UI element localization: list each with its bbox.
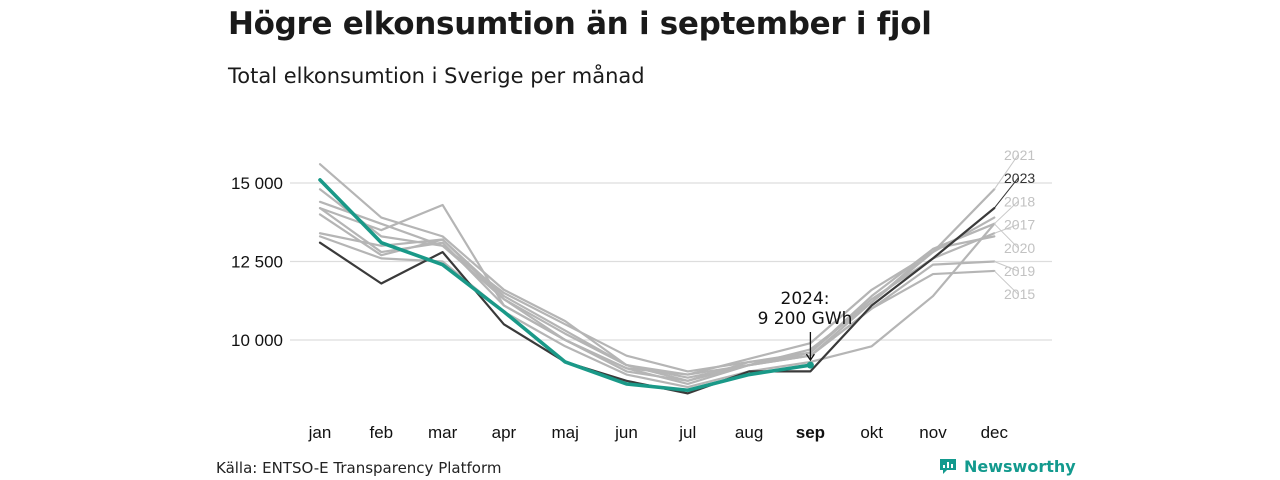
annotation-line-2: 9 200 GWh: [758, 309, 853, 329]
series-line-2015: [318, 232, 996, 382]
leader-line-2021: [993, 154, 1019, 190]
line-chart: 10 000 12 500 15 000 jan feb mar apr maj jun jul…: [231, 147, 1052, 442]
series-line-2019: [318, 207, 996, 382]
leader-line-2023: [993, 177, 1019, 209]
x-tick-label: aug: [735, 423, 763, 442]
year-label-2019: 2019: [1004, 263, 1035, 279]
leader-line-2019: [994, 261, 1019, 272]
highlight-point: [806, 361, 814, 369]
annotation-line-1: 2024:: [781, 289, 830, 309]
leader-line-2017: [994, 224, 1019, 234]
newsworthy-chart-icon: [940, 459, 956, 474]
x-tick-label: apr: [492, 423, 517, 442]
year-label-2017: 2017: [1004, 217, 1035, 233]
x-tick-label: feb: [369, 423, 393, 442]
year-label-2020: 2020: [1004, 240, 1035, 256]
y-tick-label: 15 000: [231, 174, 283, 193]
series-line-2021: [318, 163, 996, 376]
series-lines: [318, 163, 996, 395]
series-line-2022: [318, 188, 996, 386]
y-tick-label: 12 500: [231, 253, 283, 272]
x-tick-label: dec: [981, 423, 1009, 442]
annotation: 2024: 9 200 GWh: [758, 289, 853, 362]
brand-logo[interactable]: Newsworthy: [938, 456, 1076, 476]
chart-subtitle: Total elkonsumtion i Sverige per månad: [228, 64, 645, 88]
x-tick-label: maj: [551, 423, 578, 442]
series-line-2023: [318, 207, 996, 395]
series-line-2016: [318, 200, 996, 373]
x-tick-label: jul: [678, 423, 696, 442]
x-tick-label: jan: [308, 423, 332, 442]
leader-line-2015: [993, 270, 1019, 295]
x-tick-label: jun: [614, 423, 638, 442]
x-tick-label: mar: [428, 423, 458, 442]
brand-name: Newsworthy: [964, 456, 1076, 476]
year-labels: 2021 2023 2018 2017 2020 2019 2015: [993, 147, 1035, 302]
x-tick-label: sep: [796, 423, 825, 442]
annotation-arrow-head: [805, 353, 815, 362]
x-tick-label: okt: [860, 423, 883, 442]
chart-title: Högre elkonsumtion än i september i fjol: [228, 6, 932, 42]
year-label-2018: 2018: [1004, 193, 1035, 209]
gridlines: [290, 182, 1052, 341]
source-note: Källa: ENTSO-E Transparency Platform: [216, 459, 502, 477]
y-tick-label: 10 000: [231, 331, 283, 350]
leader-line-2018: [993, 201, 1019, 225]
leader-line-2020: [993, 223, 1019, 249]
year-label-2015: 2015: [1004, 286, 1035, 302]
x-axis-ticks: jan feb mar apr maj jun jul aug sep okt nov dec: [308, 423, 1009, 442]
x-tick-label: nov: [919, 423, 947, 442]
year-label-2023: 2023: [1004, 170, 1035, 186]
year-label-2021: 2021: [1004, 147, 1035, 163]
series-line-2024: [318, 178, 813, 393]
y-axis-ticks: 10 000 12 500 15 000: [231, 174, 283, 350]
